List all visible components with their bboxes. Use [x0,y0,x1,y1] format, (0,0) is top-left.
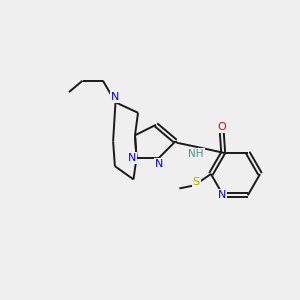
Text: S: S [193,177,200,188]
Text: N: N [128,153,136,163]
Text: N: N [111,92,120,102]
Text: N: N [155,159,163,169]
Text: NH: NH [188,149,204,159]
Text: N: N [218,190,226,200]
Text: O: O [217,122,226,132]
